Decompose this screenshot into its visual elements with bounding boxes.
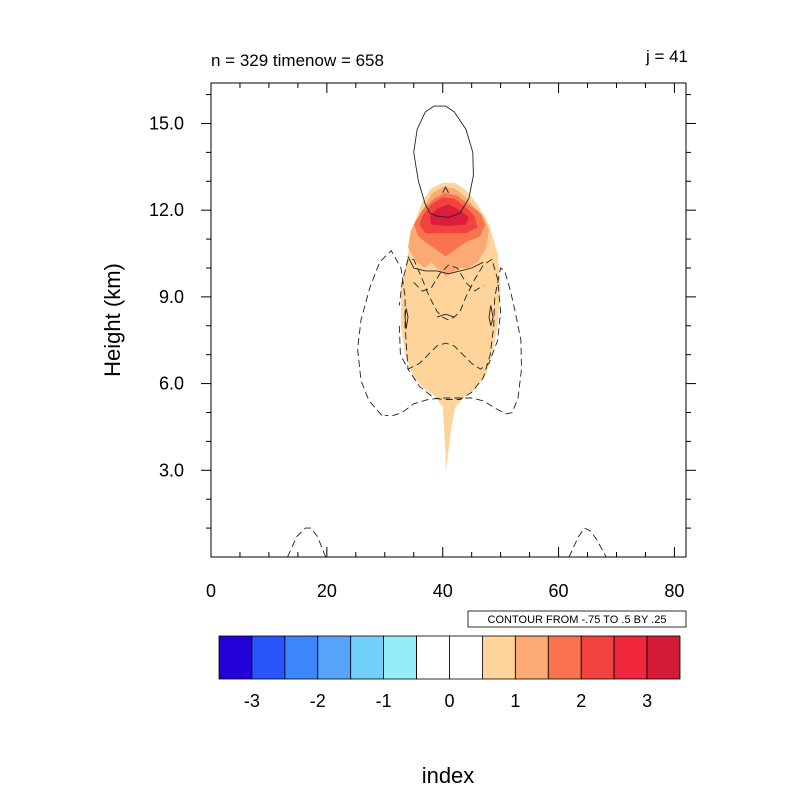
filled-contour-layer	[401, 182, 501, 474]
contour-line-9	[287, 527, 327, 557]
contour-line-8	[413, 264, 484, 292]
colorbar-box-8	[481, 635, 516, 680]
contour-line-layer	[287, 105, 607, 557]
contour-info-frame	[467, 610, 687, 628]
title-left: n = 329 timenow = 658	[211, 51, 384, 70]
filled-contour-4	[430, 204, 469, 227]
colorbar-box-2	[284, 635, 319, 680]
colorbar-box-6	[416, 635, 450, 680]
y-tick-label: 3.0	[159, 460, 184, 480]
contour-info-text: CONTOUR FROM -.75 TO .5 BY .25	[488, 614, 667, 626]
contour-info-box: CONTOUR FROM -.75 TO .5 BY .25	[467, 610, 687, 628]
x-tick-label: 80	[664, 581, 684, 601]
contour-line-4	[488, 305, 494, 326]
y-tick-label: 9.0	[159, 287, 184, 307]
contour-line-5	[436, 313, 455, 318]
colorbar-box-13	[646, 635, 681, 680]
colorbar-tick-label: 1	[510, 691, 520, 711]
colorbar-box-12	[613, 635, 648, 680]
colorbar-box-1	[251, 635, 286, 680]
colorbar-tick-label: 0	[444, 691, 454, 711]
axis-tick-labels: 0 20 40 60 80 3.0 6.0 9.0 12.0 15.0	[149, 113, 684, 601]
x-tick-label: 20	[317, 581, 337, 601]
contour-line-10	[568, 527, 607, 557]
colorbar-box-10	[547, 635, 582, 680]
colorbar-box-3	[317, 635, 352, 680]
plot-frame	[210, 82, 687, 558]
colorbar-box-5	[383, 635, 417, 680]
colorbar-box-0	[218, 635, 253, 680]
title-right: j = 41	[645, 47, 688, 66]
colorbar-box-4	[350, 635, 385, 680]
colorbar-box-11	[580, 635, 615, 680]
contour-line-2	[407, 256, 484, 275]
x-tick-label: 0	[206, 581, 216, 601]
x-tick-label: 60	[549, 581, 569, 601]
x-axis-label: index	[422, 763, 475, 788]
y-tick-label: 12.0	[149, 200, 184, 220]
colorbar-tick-label: -3	[244, 691, 260, 711]
y-tick-label: 15.0	[149, 113, 184, 133]
axis-ticks	[201, 83, 696, 557]
y-tick-label: 6.0	[159, 374, 184, 394]
x-tick-label: 40	[433, 581, 453, 601]
contour-line-7	[398, 258, 502, 370]
colorbar	[218, 635, 681, 680]
colorbar-box-9	[515, 635, 549, 680]
contour-line-1	[442, 185, 449, 194]
colorbar-tick-label: -2	[310, 691, 326, 711]
colorbar-box-7	[449, 635, 483, 680]
colorbar-tick-label: 3	[642, 691, 652, 711]
contour-line-6	[357, 249, 522, 416]
colorbar-labels: -3 -2 -1 0 1 2 3	[244, 691, 652, 711]
colorbar-tick-label: 2	[576, 691, 586, 711]
colorbar-tick-label: -1	[376, 691, 392, 711]
contour-line-3	[404, 308, 409, 329]
y-axis-label: Height (km)	[100, 263, 125, 377]
contour-line-0	[413, 105, 474, 218]
